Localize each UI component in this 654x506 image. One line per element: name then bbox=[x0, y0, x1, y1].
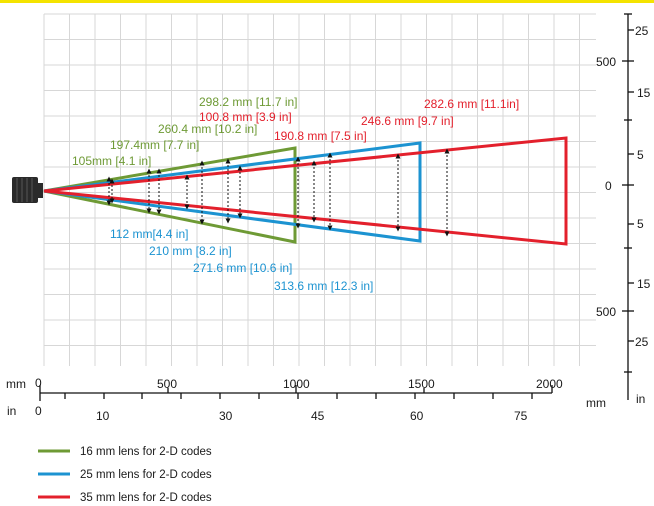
label-green-197mm: 197.4mm [7.7 in] bbox=[110, 138, 199, 152]
legend: 16 mm lens for 2-D codes 25 mm lens for … bbox=[38, 446, 212, 504]
cone-16mm-lens bbox=[43, 146, 297, 244]
label-red-190mm: 190.8 mm [7.5 in] bbox=[274, 129, 367, 143]
bottom-mm-tick-500: 500 bbox=[157, 377, 177, 391]
bottom-in-tick-60: 60 bbox=[410, 409, 424, 423]
legend-label-16mm: 16 mm lens for 2-D codes bbox=[80, 446, 212, 458]
label-green-105mm: 105mm [4.1 in] bbox=[72, 154, 151, 168]
label-blue-271mm: 271.6 mm [10.6 in] bbox=[193, 261, 292, 275]
bottom-in-tick-30: 30 bbox=[219, 409, 233, 423]
grid bbox=[43, 13, 596, 366]
cone-35mm-lens bbox=[43, 136, 568, 246]
bottom-mm-tick-0: 0 bbox=[35, 376, 42, 390]
label-red-100mm: 100.8 mm [3.9 in] bbox=[199, 110, 292, 124]
right-in-tick-5-top: 5 bbox=[637, 148, 644, 162]
label-green-260mm: 260.4 mm [10.2 in] bbox=[158, 122, 257, 136]
right-axis bbox=[622, 13, 634, 400]
right-in-unit: in bbox=[636, 392, 645, 406]
right-mm-tick-500-top: 500 bbox=[596, 55, 616, 69]
bottom-axis bbox=[39, 385, 553, 401]
bottom-mm-tick-2000: 2000 bbox=[536, 377, 563, 391]
right-in-tick-15-top: 15 bbox=[637, 86, 651, 100]
label-blue-210mm: 210 mm [8.2 in] bbox=[149, 244, 232, 258]
label-red-282mm: 282.6 mm [11.1in] bbox=[424, 97, 519, 111]
label-blue-313mm: 313.6 mm [12.3 in] bbox=[274, 279, 373, 293]
bottom-in-tick-75: 75 bbox=[514, 409, 528, 423]
bottom-in-tick-0: 0 bbox=[35, 404, 42, 418]
right-mm-tick-0: 0 bbox=[605, 179, 612, 193]
bottom-mm-tick-1500: 1500 bbox=[408, 377, 435, 391]
bottom-in-unit: in bbox=[7, 404, 16, 418]
legend-label-35mm: 35 mm lens for 2-D codes bbox=[80, 492, 212, 504]
label-red-246mm: 246.6 mm [9.7 in] bbox=[361, 114, 454, 128]
bottom-mm-unit: mm bbox=[6, 377, 26, 391]
right-in-tick-25-top: 25 bbox=[635, 24, 649, 38]
right-mm-unit: mm bbox=[586, 396, 606, 410]
bottom-mm-tick-1000: 1000 bbox=[283, 377, 310, 391]
right-in-tick-15-bottom: 15 bbox=[637, 277, 651, 291]
bottom-in-tick-45: 45 bbox=[311, 409, 325, 423]
right-in-tick-5-bottom: 5 bbox=[637, 217, 644, 231]
cone-25mm-lens bbox=[43, 141, 422, 243]
label-green-298mm: 298.2 mm [11.7 in] bbox=[199, 95, 298, 109]
measurement-arrows bbox=[106, 148, 450, 237]
top-accent-line bbox=[0, 0, 654, 3]
legend-label-25mm: 25 mm lens for 2-D codes bbox=[80, 469, 212, 481]
camera-icon bbox=[12, 177, 43, 203]
label-blue-112mm: 112 mm[4.4 in] bbox=[110, 227, 188, 241]
right-in-tick-25-bottom: 25 bbox=[635, 335, 649, 349]
bottom-in-tick-10: 10 bbox=[96, 409, 110, 423]
right-mm-tick-500-bottom: 500 bbox=[596, 305, 616, 319]
